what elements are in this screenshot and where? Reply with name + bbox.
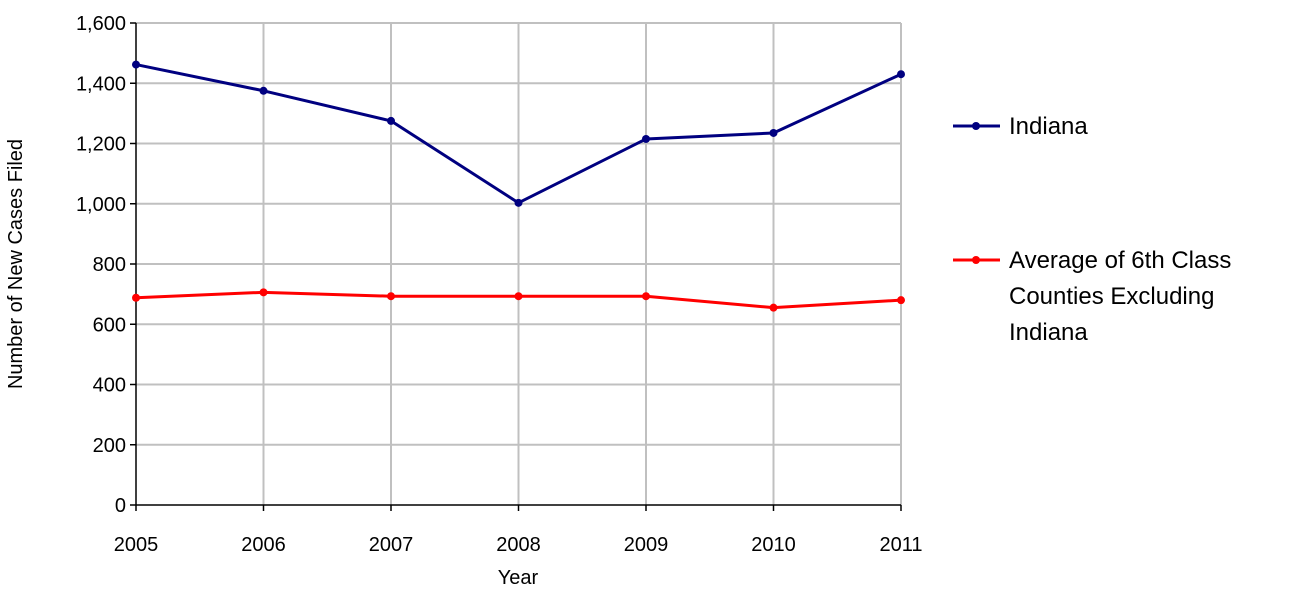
y-tick-label: 800 bbox=[93, 254, 126, 276]
data-point-2 bbox=[259, 288, 268, 297]
series-group bbox=[132, 60, 905, 312]
data-point-1 bbox=[897, 70, 905, 79]
data-point-1 bbox=[259, 86, 268, 95]
x-tick-label: 2007 bbox=[369, 534, 414, 556]
data-point-2 bbox=[769, 303, 778, 312]
data-point-2 bbox=[387, 292, 395, 301]
legend-label-2: Average of 6th Class Counties Excluding In… bbox=[1009, 247, 1231, 346]
data-point-2 bbox=[514, 292, 523, 301]
y-tick-label: 600 bbox=[93, 314, 126, 336]
legend-label-1: Indiana bbox=[1009, 113, 1088, 140]
x-tick-label: 2011 bbox=[879, 534, 922, 556]
x-tick-label: 2008 bbox=[496, 534, 541, 556]
x-tick-label: 2006 bbox=[241, 534, 286, 556]
y-tick-label: 1,400 bbox=[76, 73, 126, 95]
x-tick-label: 2009 bbox=[624, 534, 669, 556]
y-tick-label: 1,000 bbox=[76, 194, 126, 216]
legend-marker-2 bbox=[972, 256, 980, 264]
data-point-2 bbox=[897, 296, 905, 305]
legend-marker-1 bbox=[972, 122, 980, 130]
y-tick-label: 1,600 bbox=[76, 13, 126, 35]
data-point-1 bbox=[642, 134, 650, 143]
data-point-1 bbox=[132, 60, 140, 69]
x-tick-label: 2010 bbox=[751, 534, 796, 556]
data-point-2 bbox=[642, 292, 650, 301]
legend: Indiana Average of 6th Class Counties Excl… bbox=[953, 113, 1231, 346]
y-tick-label: 400 bbox=[93, 375, 126, 397]
grid-lines bbox=[136, 22, 902, 505]
y-axis-title: Number of New Cases Filed bbox=[5, 139, 27, 389]
data-point-1 bbox=[387, 116, 395, 125]
axes bbox=[130, 22, 902, 511]
data-point-2 bbox=[132, 293, 140, 302]
x-tick-label: 2005 bbox=[114, 534, 159, 556]
data-point-1 bbox=[769, 128, 778, 137]
y-tick-label: 0 bbox=[115, 495, 126, 517]
y-tick-label: 1,200 bbox=[76, 134, 126, 156]
y-tick-label: 200 bbox=[93, 435, 126, 457]
x-axis-title: Year bbox=[498, 567, 539, 589]
tick-labels: 0 200 400 600 800 1,000 1,200 1,400 1,600 2005 200… bbox=[76, 13, 923, 556]
data-point-1 bbox=[514, 198, 523, 207]
